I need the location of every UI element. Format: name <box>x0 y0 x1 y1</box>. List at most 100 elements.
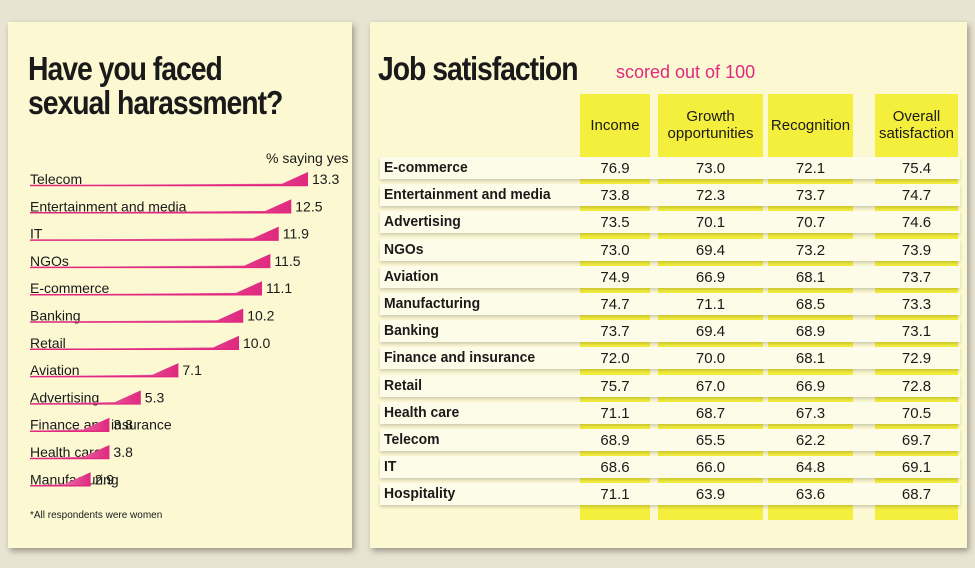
table-cell: 68.7 <box>695 404 726 422</box>
bar-label-banking: Banking <box>30 308 81 324</box>
bar-label-advertising: Advertising <box>30 389 99 405</box>
row-label: Manufacturing <box>384 295 481 312</box>
column-header: Overall satisfaction <box>875 94 958 156</box>
table-cell: 70.0 <box>695 350 726 368</box>
column-header-line: Growth <box>686 108 735 125</box>
table-row: Manufacturing 74.7 71.1 68.5 73.3 <box>380 293 960 315</box>
table-row: Entertainment and media 73.8 72.3 73.7 74.7 <box>380 184 960 207</box>
table-cell: 67.0 <box>695 377 726 395</box>
table-cell: 69.4 <box>695 241 726 259</box>
table-cell: 68.9 <box>600 432 630 449</box>
row-label: Finance and insurance <box>384 349 536 367</box>
table-cell: 74.7 <box>600 296 630 313</box>
table-row: Banking 73.7 69.4 68.9 73.1 <box>380 320 960 343</box>
job-satisfaction-title: Job satisfaction <box>378 50 579 87</box>
table-cell: 70.7 <box>795 214 826 232</box>
bar-label-manufacturing: Manufacturing <box>30 471 119 487</box>
row-label: Aviation <box>384 267 439 285</box>
bar-health-care <box>30 445 110 458</box>
table-row: Retail 75.7 67.0 66.9 72.8 <box>380 374 960 397</box>
row-label: Retail <box>384 376 422 394</box>
bar-value-e-commerce: 11.1 <box>266 280 292 296</box>
harassment-footnote: *All respondents were women <box>30 510 163 521</box>
table-row: Aviation 74.9 66.9 68.1 73.7 <box>380 265 960 288</box>
bar-value-ngos: 11.5 <box>274 253 300 269</box>
table-row: Hospitality 71.1 63.9 63.6 68.7 <box>380 483 960 506</box>
bar-value-telecom: 13.3 <box>312 171 339 187</box>
table-cell: 66.9 <box>695 268 726 286</box>
table-cell: 73.1 <box>901 323 932 341</box>
bar-label-retail: Retail <box>30 335 66 351</box>
table-cell: 76.9 <box>600 160 630 177</box>
table-cell: 72.8 <box>901 377 932 395</box>
table-row: NGOs 73.0 69.4 73.2 73.9 <box>380 238 960 261</box>
job-satisfaction-subtitle: scored out of 100 <box>616 62 756 82</box>
table-cell: 68.6 <box>600 459 630 477</box>
table-cell: 73.2 <box>795 241 826 259</box>
bar-value-advertising: 5.3 <box>145 389 165 405</box>
table-cell: 75.4 <box>901 160 932 177</box>
column-header: Income <box>580 94 650 156</box>
row-label: Entertainment and media <box>384 186 551 204</box>
column-header-line: opportunities <box>667 125 754 142</box>
bar-value-health-care: 3.8 <box>113 444 133 460</box>
bar-value-retail: 10.0 <box>243 335 270 351</box>
bar-value-entertainment-and-media: 12.5 <box>295 198 322 214</box>
table-cell: 74.6 <box>901 214 932 232</box>
table-cell: 73.0 <box>695 160 726 177</box>
column-header-line: satisfaction <box>878 125 955 142</box>
table-cell: 72.9 <box>901 350 932 368</box>
column-header-line: Recognition <box>770 116 851 134</box>
column-header-line: Overall <box>892 108 941 125</box>
row-label: E-commerce <box>384 159 468 176</box>
table-cell: 71.1 <box>695 296 726 313</box>
table-cell: 73.0 <box>600 241 630 259</box>
bar-value-it: 11.9 <box>283 226 309 242</box>
table-cell: 68.1 <box>795 268 826 286</box>
row-label: Hospitality <box>384 485 456 503</box>
table-cell: 71.1 <box>600 404 630 422</box>
table-cell: 68.7 <box>901 486 932 504</box>
table-row: E-commerce 76.9 73.0 72.1 75.4 <box>380 157 960 179</box>
table-row: Advertising 73.5 70.1 70.7 74.6 <box>380 211 960 234</box>
table-cell: 69.4 <box>695 323 726 341</box>
table-cell: 63.6 <box>795 486 826 504</box>
bar-label-e-commerce: E-commerce <box>30 280 110 296</box>
harassment-title-line2: sexual harassment? <box>28 84 283 121</box>
job-satisfaction-panel: Job satisfaction scored out of 100 Incom… <box>370 22 967 548</box>
bar-label-telecom: Telecom <box>30 171 82 187</box>
table-cell: 65.5 <box>695 432 726 449</box>
table-cell: 64.8 <box>795 459 826 477</box>
table-cell: 73.8 <box>600 187 630 205</box>
table-cell: 70.1 <box>695 214 726 232</box>
harassment-title: Have you faced sexual harassment? <box>28 52 283 121</box>
harassment-unit-label: % saying yes <box>266 150 349 166</box>
table-cell: 72.0 <box>600 350 630 368</box>
table-cell: 69.1 <box>901 459 932 477</box>
table-cell: 73.9 <box>901 241 932 259</box>
bar-value-banking: 10.2 <box>247 308 274 324</box>
harassment-panel: Have you faced sexual harassment? % sayi… <box>8 22 352 548</box>
bar-it <box>30 226 279 240</box>
row-label: Banking <box>384 322 440 340</box>
table-cell: 67.3 <box>795 404 826 422</box>
bar-value-aviation: 7.1 <box>182 362 202 378</box>
bar-value-finance-and-insurance: 3.8 <box>113 417 133 433</box>
bar-ngos <box>30 253 271 267</box>
table-cell: 68.9 <box>795 323 826 341</box>
column-header: Recognition <box>768 94 853 156</box>
table-cell: 68.1 <box>795 350 826 368</box>
table-row: Telecom 68.9 65.5 62.2 69.7 <box>380 429 960 451</box>
table-row: Finance and insurance 72.0 70.0 68.1 72.9 <box>380 347 960 370</box>
bar-advertising <box>30 390 141 404</box>
table-row: IT 68.6 66.0 64.8 69.1 <box>380 456 960 479</box>
row-label: NGOs <box>384 240 424 258</box>
table-cell: 75.7 <box>600 377 630 395</box>
column-header: Growth opportunities <box>658 94 763 156</box>
row-label: Telecom <box>384 431 440 448</box>
table-cell: 73.7 <box>795 187 826 205</box>
table-cell: 71.1 <box>600 486 630 504</box>
bar-e-commerce <box>30 281 263 295</box>
table-cell: 68.5 <box>795 296 826 313</box>
harassment-bar-chart: Telecom 13.3 Entertainment and media 12.5 IT… <box>30 171 339 487</box>
